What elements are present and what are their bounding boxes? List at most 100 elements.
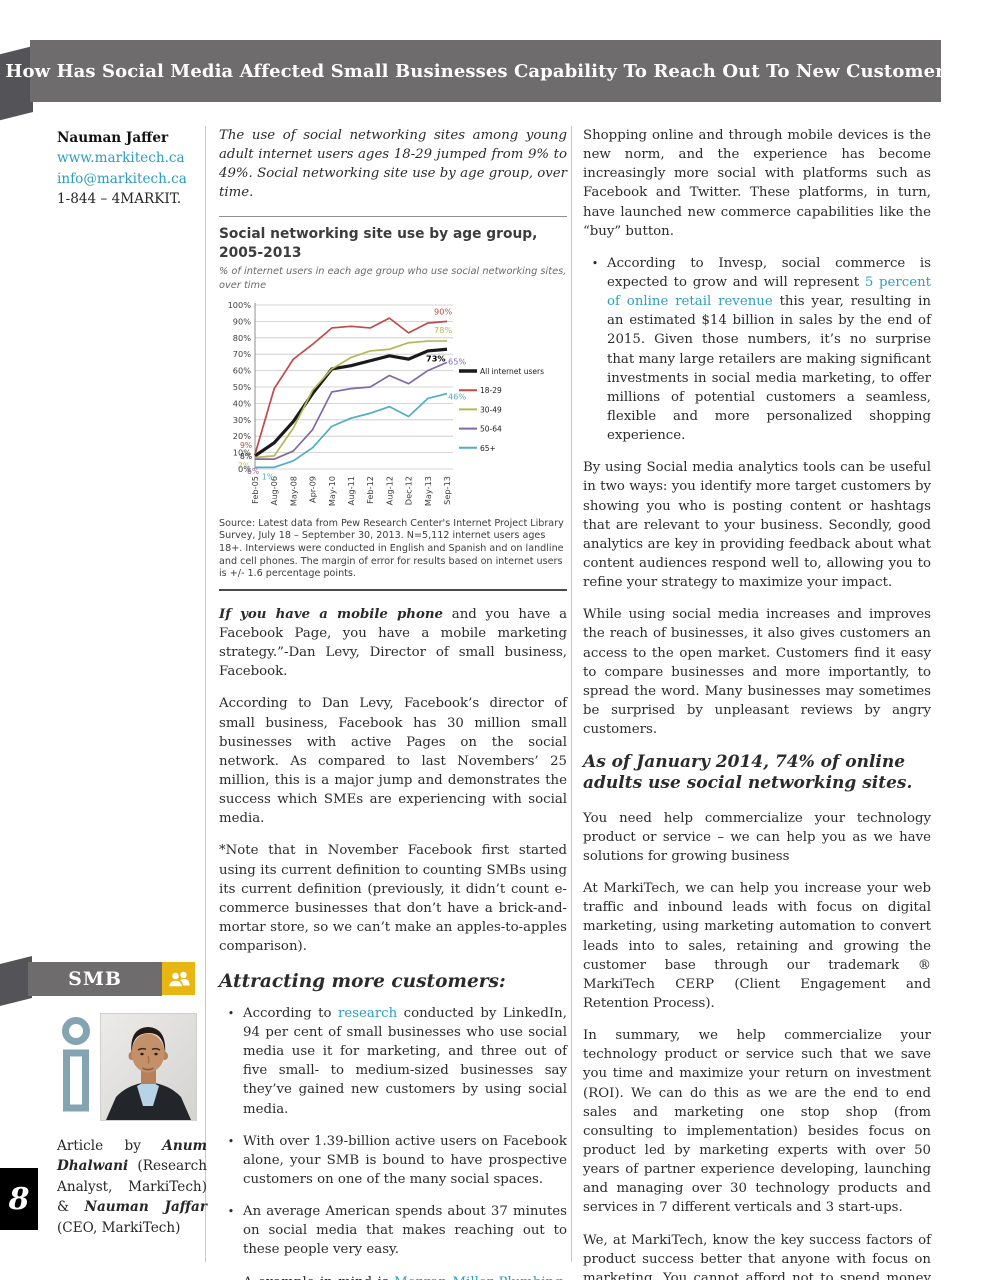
svg-text:65%: 65% — [448, 357, 466, 367]
quote-rest: and you have a Facebook Page, you have a… — [219, 606, 567, 680]
bullet-text: With over 1.39-billion active users on F… — [243, 1133, 567, 1188]
bullet-text-pre: A example in mind is — [243, 1275, 394, 1280]
byline: Article by Anum Dhalwani (Research Analy… — [57, 1136, 207, 1238]
svg-text:60%: 60% — [233, 366, 251, 376]
svg-text:Apr-09: Apr-09 — [308, 476, 318, 503]
paragraph-summary: In summary, we help commercialize your t… — [583, 1028, 931, 1216]
svg-text:18-29: 18-29 — [480, 387, 502, 396]
byline-post: (CEO, MarkiTech) — [57, 1219, 181, 1236]
svg-text:9%: 9% — [240, 442, 252, 451]
divider — [219, 215, 567, 217]
svg-text:Aug-12: Aug-12 — [384, 476, 394, 505]
paragraph-reach: While using social media increases and i… — [583, 607, 931, 738]
chart-intro: The use of social networking sites among… — [219, 128, 567, 201]
bullet-text-pre: According to Invesp, social commerce is … — [607, 255, 931, 290]
svg-text:78%: 78% — [434, 326, 452, 336]
bullet-icon: • — [591, 256, 599, 270]
svg-text:73%: 73% — [426, 354, 446, 364]
list-item: • With over 1.39-billion active users on… — [219, 1132, 567, 1189]
paragraph-shopping: Shopping online and through mobile devic… — [583, 128, 931, 239]
bullet-icon: • — [227, 1006, 235, 1020]
svg-text:All internet users: All internet users — [480, 367, 544, 376]
svg-text:20%: 20% — [233, 432, 251, 442]
paragraph-help: You need help commercialize your technol… — [583, 810, 931, 864]
chart-subtitle: % of internet users in each age group wh… — [219, 266, 567, 292]
chart-block: Social networking site use by age group,… — [219, 225, 567, 581]
svg-text:100%: 100% — [228, 300, 252, 310]
contact-block: Nauman Jaffer www.markitech.ca info@mark… — [57, 128, 209, 210]
svg-text:Aug-11: Aug-11 — [346, 476, 356, 505]
page-title: How Has Social Media Affected Small Busi… — [5, 60, 966, 82]
quote-lead: If you have a mobile phone — [219, 606, 443, 622]
bullet-text: An average American spends about 37 minu… — [243, 1204, 567, 1258]
section-heading-attracting: Attracting more customers: — [219, 971, 506, 993]
svg-text:50-64: 50-64 — [480, 425, 502, 434]
bullet-text-post: , a small business that has flourished t… — [243, 1275, 567, 1280]
svg-text:30-49: 30-49 — [480, 406, 502, 415]
list-item: • According to research conducted by Lin… — [219, 1004, 567, 1119]
svg-text:Aug-06: Aug-06 — [269, 476, 279, 505]
svg-text:90%: 90% — [434, 307, 452, 317]
paragraph-markitech: At MarkiTech, we can help you increase y… — [583, 881, 931, 1011]
svg-text:8%: 8% — [240, 452, 252, 461]
list-item: • According to Invesp, social commerce i… — [583, 254, 931, 445]
svg-text:40%: 40% — [233, 399, 251, 409]
list-item: • A example in mind is Morgan Miller Plu… — [219, 1273, 567, 1280]
svg-text:80%: 80% — [233, 333, 251, 343]
svg-text:May-10: May-10 — [327, 476, 337, 506]
svg-text:46%: 46% — [448, 392, 466, 402]
byline-author-1: Anum Dhalwani — [57, 1138, 207, 1175]
bullet-icon: • — [227, 1134, 235, 1148]
right-column: Shopping online and through mobile devic… — [583, 126, 931, 1280]
svg-text:Feb-05: Feb-05 — [250, 476, 260, 504]
svg-text:1%: 1% — [262, 473, 274, 482]
svg-text:6%: 6% — [247, 468, 259, 477]
svg-text:Dec-12: Dec-12 — [404, 476, 414, 505]
bullet-icon: • — [227, 1205, 235, 1219]
svg-text:May-13: May-13 — [423, 476, 433, 506]
chart-source-note: Source: Latest data from Pew Research Ce… — [219, 517, 564, 580]
bullet-icon: • — [219, 1273, 243, 1280]
column-divider-right — [571, 126, 572, 1262]
bullet-text: A example in mind is Morgan Miller Plumb… — [243, 1273, 567, 1280]
middle-column: The use of social networking sites among… — [219, 126, 567, 1280]
paragraph-quote: If you have a mobile phone and you have … — [219, 605, 567, 682]
line-chart-canvas: 0% 10% 20% 30% 40% 50% 60% 70% 80% 90% 100% Feb-05 A… — [228, 300, 544, 506]
paragraph-danlevy: According to Dan Levy, Facebook’s direct… — [219, 696, 567, 827]
page-number: 8 — [0, 1168, 38, 1230]
svg-text:65+: 65+ — [480, 444, 496, 453]
svg-text:10%: 10% — [233, 448, 251, 458]
bullet-text-post: conducted by LinkedIn, 94 per cent of sm… — [243, 1005, 567, 1117]
svg-text:Sep-13: Sep-13 — [442, 476, 452, 505]
divider — [219, 588, 567, 591]
svg-text:30%: 30% — [233, 415, 251, 425]
website-link[interactable]: www.markitech.ca — [57, 150, 185, 167]
svg-text:70%: 70% — [233, 350, 251, 360]
chart-title: Social networking site use by age group,… — [219, 225, 538, 262]
svg-text:May-08: May-08 — [288, 476, 298, 506]
svg-text:0%: 0% — [238, 464, 251, 474]
bullet-text: According to research conducted by Linke… — [243, 1004, 567, 1119]
bullet-text: According to Invesp, social commerce is … — [607, 254, 931, 445]
bullet-text-post: this year, resulting in an estimated $14… — [607, 294, 931, 444]
smb-badge: SMB — [28, 962, 162, 996]
paragraph-note: *Note that in November Facebook first st… — [219, 843, 567, 955]
author-photo — [100, 1013, 197, 1121]
section-heading-january: As of January 2014, 74% of online adults… — [583, 752, 913, 794]
svg-text:50%: 50% — [233, 382, 251, 392]
retail-revenue-link[interactable]: 5 percent of online retail revenue — [607, 274, 931, 310]
morgan-miller-plumbing-link[interactable]: Morgan Miller Plumbing — [394, 1275, 563, 1280]
paragraph-we: We, at MarkiTech, know the key success f… — [583, 1232, 931, 1280]
svg-text:7%: 7% — [238, 462, 250, 471]
header-banner: How Has Social Media Affected Small Busi… — [5, 40, 966, 102]
smb-badge-icon-box — [162, 962, 195, 995]
header-ribbon-fold — [0, 46, 33, 121]
people-icon — [167, 970, 190, 988]
svg-text:90%: 90% — [233, 317, 251, 327]
research-link[interactable]: research — [337, 1005, 398, 1021]
phone-number: 1-844 – 4MARKIT. — [57, 191, 182, 208]
bullet-text-pre: According to — [243, 1005, 338, 1021]
byline-pre: Article by — [57, 1138, 163, 1154]
email-link[interactable]: info@markitech.ca — [57, 170, 187, 187]
